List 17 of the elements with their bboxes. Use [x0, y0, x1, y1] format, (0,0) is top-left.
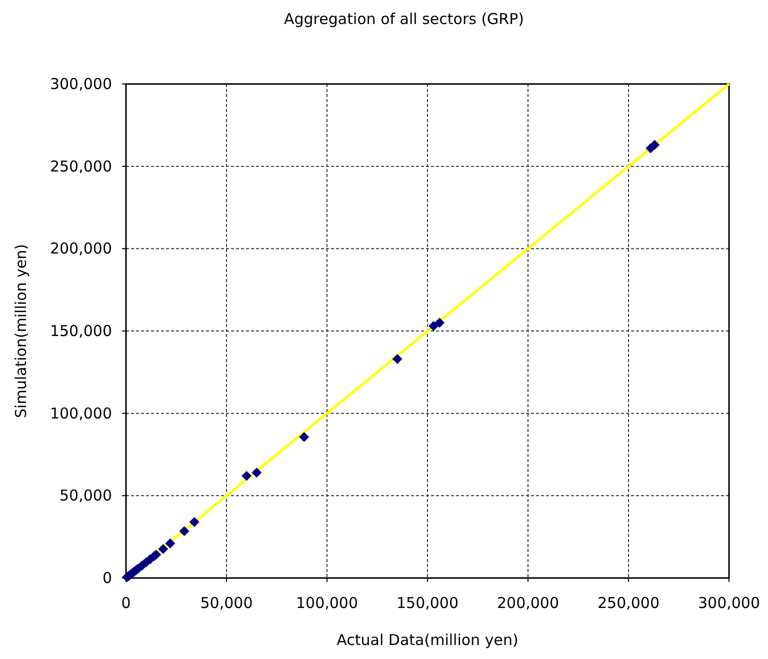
y-axis-title: Simulation(million yen): [12, 244, 30, 418]
x-tick-label: 0: [121, 594, 131, 612]
y-tick-label: 100,000: [50, 404, 112, 422]
x-tick-label: 300,000: [698, 594, 760, 612]
chart-title: Aggregation of all sectors (GRP): [284, 10, 524, 28]
x-tick-label: 250,000: [597, 594, 660, 612]
x-tick-label: 150,000: [396, 594, 459, 612]
y-tick-label: 250,000: [50, 157, 112, 176]
x-tick-label: 100,000: [296, 594, 358, 612]
y-tick-label: 150,000: [50, 322, 112, 340]
x-axis-title: Actual Data(million yen): [336, 631, 518, 649]
x-tick-label: 50,000: [200, 594, 253, 612]
y-tick-label: 0: [102, 569, 112, 587]
y-tick-label: 200,000: [50, 240, 112, 258]
y-tick-label: 300,000: [50, 75, 112, 93]
x-tick-label: 200,000: [496, 594, 560, 612]
y-tick-label: 50,000: [60, 486, 112, 505]
